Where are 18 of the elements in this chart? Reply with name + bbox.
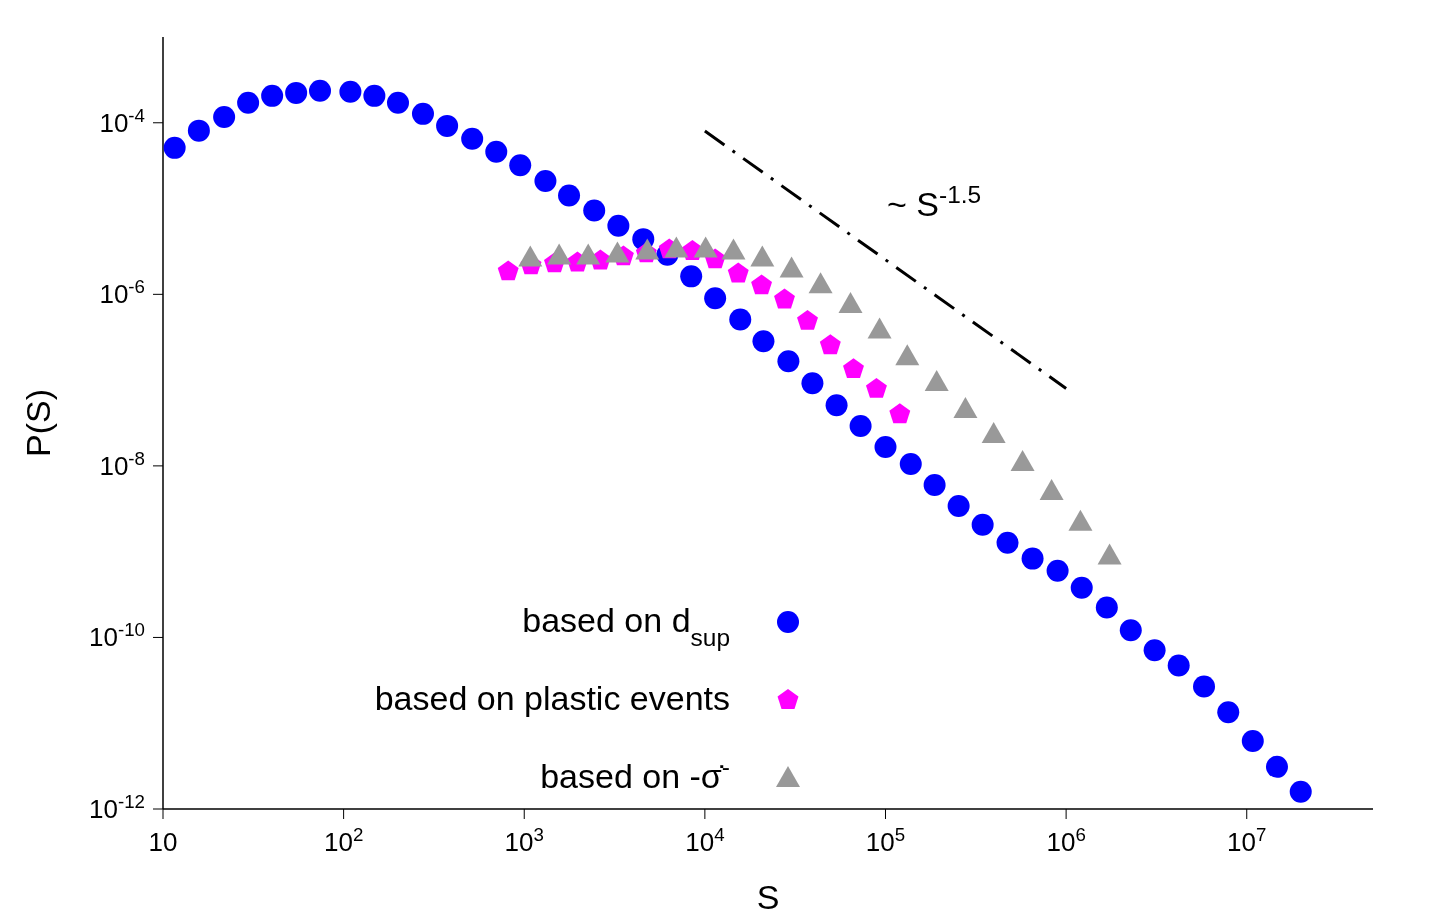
y-tick-label: 10$^{-10}$ bbox=[89, 618, 145, 653]
y-tick-label: 10$^{-6}$ bbox=[99, 275, 145, 310]
x-tick-label: 10$^{2}$ bbox=[323, 823, 364, 857]
x-tick-label: 10$^{3}$ bbox=[504, 823, 544, 857]
x-axis-title: S bbox=[756, 878, 780, 916]
legend-label: based on plastic events bbox=[374, 679, 730, 717]
annotation: ~ S$^{-1.5}$ bbox=[887, 180, 982, 223]
legend-label: based on d$_{sup}$ bbox=[522, 601, 730, 651]
x-tick-label: 10$^{7}$ bbox=[1227, 823, 1267, 857]
y-tick-label: 10$^{-4}$ bbox=[99, 104, 145, 138]
legend-label: based on -σ̇$^{-}$ bbox=[540, 752, 730, 795]
y-tick-label: 10$^{-8}$ bbox=[99, 447, 145, 481]
y-tick-label: 10$^{-12}$ bbox=[89, 790, 145, 824]
x-tick-label: 10$^{5}$ bbox=[865, 823, 906, 857]
y-axis-title: P(S) bbox=[19, 389, 57, 457]
x-tick-label: 10$^{4}$ bbox=[685, 823, 725, 857]
x-tick-label: 10 bbox=[148, 827, 178, 857]
x-tick-label: 10$^{6}$ bbox=[1046, 823, 1086, 857]
